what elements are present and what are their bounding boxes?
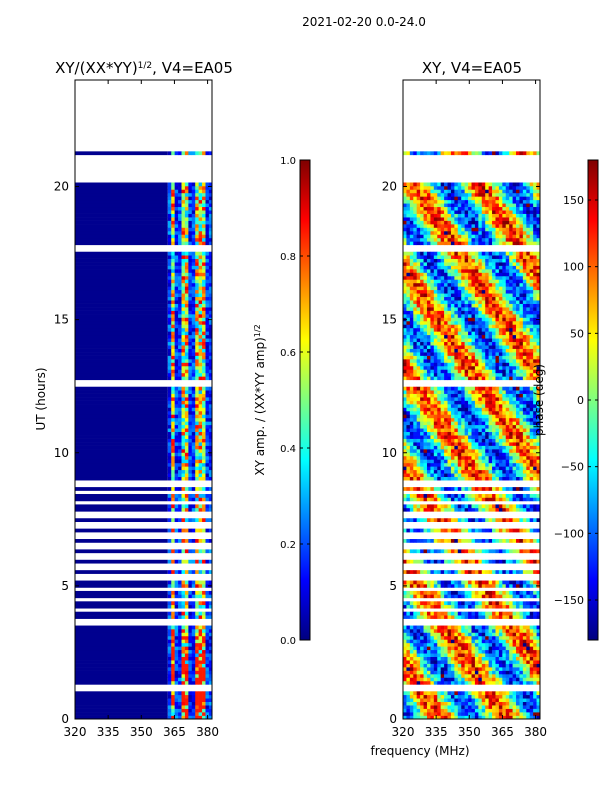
amplitude-plot-frame bbox=[74, 79, 213, 720]
phase-cb-tick-label: −100 bbox=[554, 527, 584, 540]
amplitude-xtick-label: 380 bbox=[196, 725, 219, 739]
amplitude-title-sup: 1/2 bbox=[138, 61, 152, 71]
amplitude-title-tail: , V4=EA05 bbox=[152, 59, 233, 77]
amplitude-ytick-label: 0 bbox=[61, 712, 69, 726]
amplitude-ytick-label: 10 bbox=[54, 446, 69, 460]
amplitude-cb-tick-label: 1.0 bbox=[280, 156, 296, 167]
amplitude-ytick-label: 20 bbox=[54, 180, 69, 194]
amplitude-colorbar-label-main: XY amp. / (XX*YY amp) bbox=[253, 337, 267, 475]
phase-panel: XY, V4=EA05 320 335 350 365 380 0 5 10 15 20 bbox=[382, 59, 547, 739]
phase-xtick-label: 365 bbox=[491, 725, 514, 739]
shared-xlabel: frequency (MHz) bbox=[370, 744, 469, 758]
amplitude-colorbar-gradient bbox=[299, 159, 311, 641]
phase-ytick-label: 0 bbox=[389, 712, 397, 726]
amplitude-xtick-label: 335 bbox=[97, 725, 120, 739]
phase-cb-tick-label: 100 bbox=[563, 261, 584, 274]
phase-xtick-label: 380 bbox=[524, 725, 547, 739]
amplitude-cb-tick-label: 0.8 bbox=[280, 252, 296, 263]
phase-plot-frame bbox=[402, 79, 541, 720]
amplitude-ytick-label: 15 bbox=[54, 313, 69, 327]
amplitude-axes: 320 335 350 365 380 0 5 10 15 20 bbox=[54, 80, 219, 739]
phase-colorbar: −150 −100 −50 0 50 100 150 phase (deg) bbox=[532, 159, 599, 641]
amplitude-xtick-label: 350 bbox=[130, 725, 153, 739]
amplitude-colorbar-label-sup: 1/2 bbox=[253, 324, 262, 337]
amplitude-panel: XY/(XX*YY)1/2, V4=EA05 320 335 350 365 380 0 5… bbox=[34, 59, 233, 739]
phase-ytick-label: 10 bbox=[382, 446, 397, 460]
amplitude-cb-tick-label: 0.6 bbox=[280, 348, 296, 359]
phase-cb-tick-label: −150 bbox=[554, 594, 584, 607]
phase-colorbar-label: phase (deg) bbox=[532, 364, 546, 436]
amplitude-cb-tick-label: 0.2 bbox=[280, 540, 296, 551]
phase-ytick-label: 15 bbox=[382, 313, 397, 327]
amplitude-colorbar-ticks: 0.0 0.2 0.4 0.6 0.8 1.0 bbox=[280, 156, 310, 647]
amplitude-xtick-label: 365 bbox=[163, 725, 186, 739]
phase-xtick-label: 350 bbox=[458, 725, 481, 739]
phase-cb-tick-label: 50 bbox=[570, 327, 584, 340]
phase-colorbar-ticks: −150 −100 −50 0 50 100 150 bbox=[554, 194, 598, 607]
phase-ytick-label: 5 bbox=[389, 579, 397, 593]
amplitude-title: XY/(XX*YY)1/2, V4=EA05 bbox=[55, 59, 233, 77]
amplitude-ylabel: UT (hours) bbox=[34, 367, 48, 430]
phase-xtick-label: 320 bbox=[392, 725, 415, 739]
phase-heatmap bbox=[403, 151, 540, 719]
phase-axes: 320 335 350 365 380 0 5 10 15 20 bbox=[382, 80, 547, 739]
amplitude-xtick-label: 320 bbox=[64, 725, 87, 739]
phase-xtick-label: 335 bbox=[425, 725, 448, 739]
amplitude-colorbar-label: XY amp. / (XX*YY amp)1/2 bbox=[253, 324, 268, 475]
amplitude-ytick-label: 5 bbox=[61, 579, 69, 593]
phase-cb-tick-label: 0 bbox=[577, 394, 584, 407]
phase-cb-tick-label: 150 bbox=[563, 194, 584, 207]
suptitle: 2021-02-20 0.0-24.0 bbox=[302, 15, 426, 29]
phase-cb-tick-label: −50 bbox=[561, 461, 584, 474]
amplitude-title-main: XY/(XX*YY) bbox=[55, 59, 138, 77]
phase-ytick-label: 20 bbox=[382, 180, 397, 194]
amplitude-colorbar: 0.0 0.2 0.4 0.6 0.8 1.0 XY amp. / (XX*YY amp)… bbox=[253, 156, 311, 647]
phase-title: XY, V4=EA05 bbox=[422, 59, 522, 77]
amplitude-cb-tick-label: 0.0 bbox=[280, 636, 296, 647]
amplitude-heatmap bbox=[75, 151, 212, 719]
amplitude-cb-tick-label: 0.4 bbox=[280, 444, 296, 455]
